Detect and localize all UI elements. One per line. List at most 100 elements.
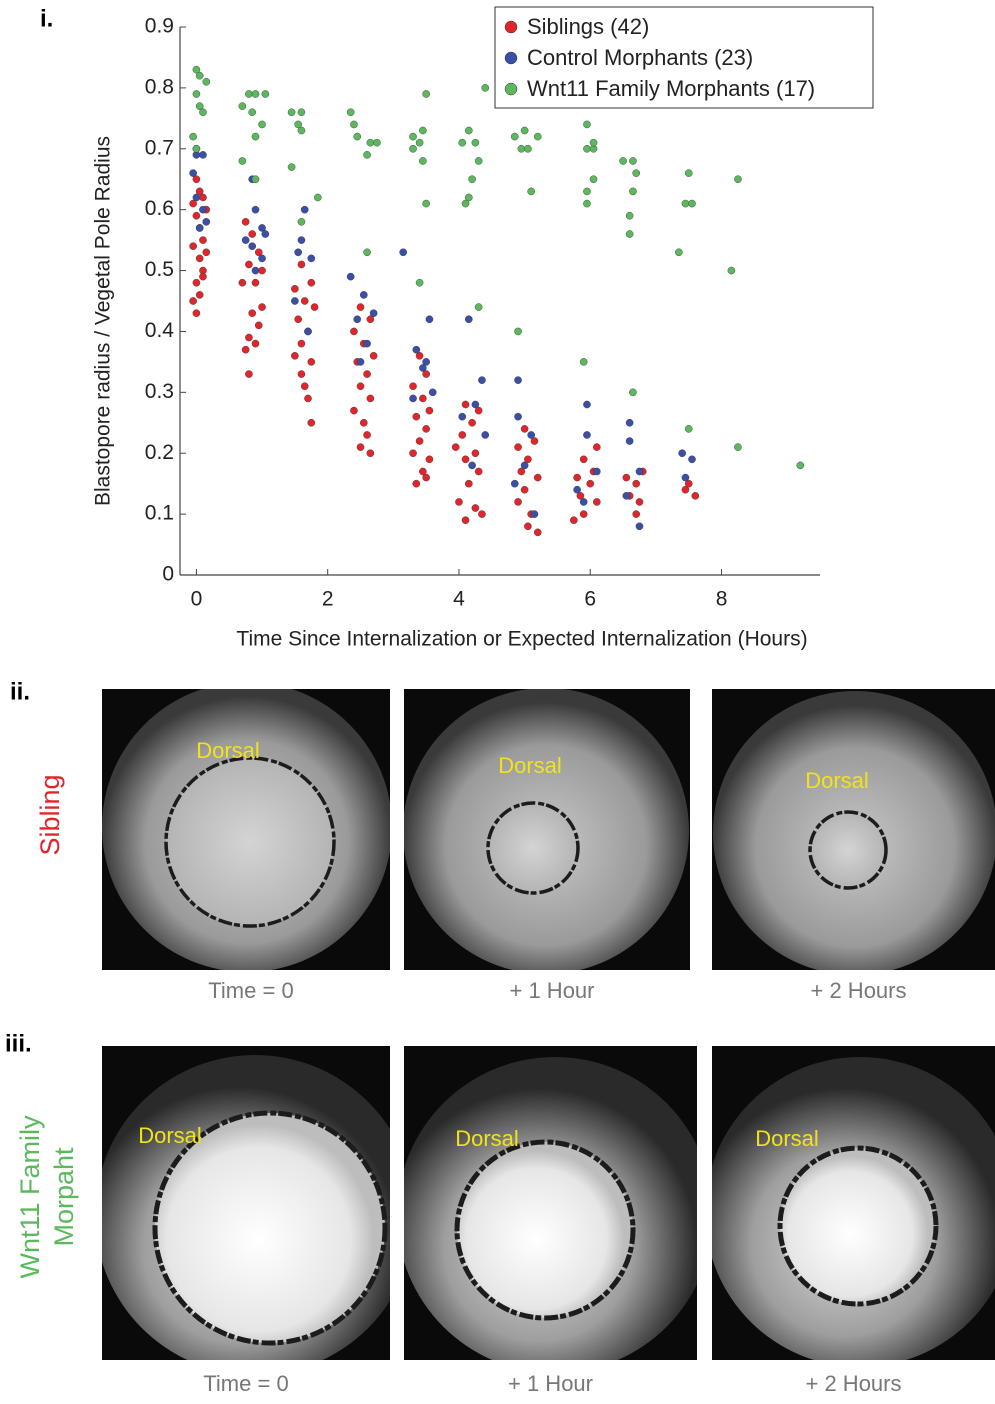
data-point xyxy=(251,132,260,141)
data-point xyxy=(366,449,375,458)
data-point xyxy=(254,248,263,257)
data-point xyxy=(195,291,204,299)
micrograph xyxy=(712,1046,995,1360)
data-point xyxy=(350,120,358,129)
data-point xyxy=(245,260,253,269)
data-point xyxy=(192,144,201,153)
legend-marker xyxy=(504,51,518,65)
panel-label: iii. xyxy=(5,1030,32,1057)
data-point xyxy=(195,187,204,196)
data-point xyxy=(202,248,211,257)
data-point xyxy=(583,120,591,129)
data-point xyxy=(356,358,365,366)
data-point xyxy=(681,473,690,482)
data-point xyxy=(589,175,598,184)
data-point xyxy=(586,479,595,488)
data-point xyxy=(520,485,529,494)
data-point xyxy=(425,406,434,415)
data-point xyxy=(291,351,299,360)
data-point xyxy=(350,327,358,336)
x-tick-label: 2 xyxy=(322,588,334,611)
data-point xyxy=(576,492,585,500)
data-point xyxy=(415,278,424,287)
data-point xyxy=(409,394,417,403)
data-point xyxy=(510,479,519,488)
data-point xyxy=(359,418,368,427)
data-point xyxy=(297,260,306,269)
data-point xyxy=(514,327,522,336)
data-point xyxy=(570,516,578,525)
data-point xyxy=(202,78,211,86)
x-tick-label: 6 xyxy=(584,588,596,611)
data-point xyxy=(199,193,207,202)
data-point xyxy=(307,278,316,287)
data-point xyxy=(422,425,430,433)
image-content xyxy=(404,1057,697,1360)
data-point xyxy=(471,400,480,409)
data-point xyxy=(465,126,473,135)
data-point xyxy=(192,278,201,287)
data-point xyxy=(258,266,266,275)
data-point xyxy=(593,498,601,506)
data-point xyxy=(458,412,467,421)
data-point xyxy=(684,425,693,433)
data-point xyxy=(625,230,634,238)
image-caption: + 1 Hour xyxy=(510,978,595,1003)
image-content xyxy=(404,689,689,970)
micrograph xyxy=(102,689,390,970)
data-point xyxy=(622,473,631,482)
x-tick-label: 4 xyxy=(453,588,465,611)
data-point xyxy=(199,151,207,159)
image-annotation: Dorsal xyxy=(498,753,562,778)
data-point xyxy=(451,443,460,451)
row-label: Sibling xyxy=(35,774,65,855)
data-point xyxy=(409,449,417,458)
data-point xyxy=(691,492,700,500)
data-point xyxy=(465,315,473,324)
micrograph xyxy=(102,1046,390,1360)
data-point xyxy=(353,132,362,141)
data-point xyxy=(465,479,473,488)
data-point xyxy=(297,370,306,378)
data-point xyxy=(300,205,309,214)
y-axis-label: Blastopore radius / Vegetal Pole Radius xyxy=(92,136,115,506)
data-point xyxy=(579,510,588,518)
data-point xyxy=(422,199,430,208)
panel-label: i. xyxy=(40,5,53,32)
data-point xyxy=(468,418,476,427)
data-point xyxy=(419,394,427,403)
data-point xyxy=(199,108,207,117)
data-point xyxy=(192,90,201,98)
legend-marker xyxy=(504,82,518,96)
data-point xyxy=(632,479,641,488)
legend-label: Control Morphants (23) xyxy=(527,45,753,70)
image-annotation: Dorsal xyxy=(196,738,260,763)
x-tick-label: 0 xyxy=(191,588,203,611)
image-caption: + 2 Hours xyxy=(811,978,907,1003)
data-point xyxy=(363,151,371,159)
data-point xyxy=(514,412,522,421)
data-point xyxy=(300,382,309,391)
data-point xyxy=(455,498,463,506)
data-point xyxy=(524,522,532,531)
data-point xyxy=(425,455,434,464)
image-content xyxy=(102,689,390,970)
data-point xyxy=(369,351,378,360)
y-tick-label: 0.9 xyxy=(145,15,174,38)
data-point xyxy=(359,291,368,299)
data-point xyxy=(251,175,260,184)
data-point xyxy=(251,205,260,214)
data-point xyxy=(796,461,805,470)
data-point xyxy=(356,303,365,311)
data-point xyxy=(478,510,486,518)
data-point xyxy=(478,376,486,384)
data-point xyxy=(363,339,371,348)
data-point xyxy=(192,175,201,184)
data-point xyxy=(579,498,588,506)
data-point xyxy=(251,339,260,348)
data-point xyxy=(202,218,211,226)
data-point xyxy=(727,266,736,275)
data-point xyxy=(245,90,253,98)
